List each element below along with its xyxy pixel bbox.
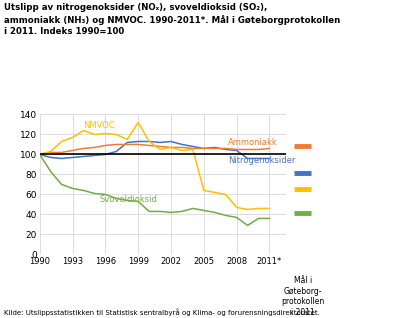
Text: NMVOC: NMVOC bbox=[83, 121, 115, 130]
Text: Utslipp av nitrogenoksider (NOₓ), svoveldioksid (SO₂),
ammoniakk (NH₃) og NMVOC.: Utslipp av nitrogenoksider (NOₓ), svovel… bbox=[4, 3, 340, 36]
Text: Svoveldioksid: Svoveldioksid bbox=[100, 196, 158, 204]
Text: Ammoniakk: Ammoniakk bbox=[228, 138, 278, 147]
Text: Nitrogenoksider: Nitrogenoksider bbox=[228, 156, 295, 165]
Text: Mål i
Gøteborg-
protokollen
i 2011: Mål i Gøteborg- protokollen i 2011 bbox=[281, 276, 324, 317]
Text: Kilde: Utslippsstatistikken til Statistisk sentralbyrå og Klima- og forurensning: Kilde: Utslippsstatistikken til Statisti… bbox=[4, 309, 320, 316]
